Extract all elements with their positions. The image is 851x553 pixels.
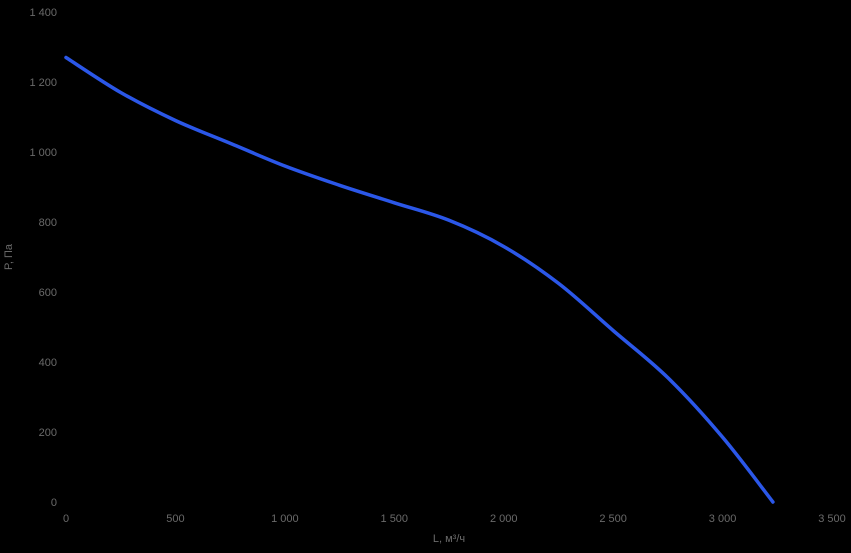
x-tick-label: 2 000 (490, 513, 518, 525)
y-tick-label: 600 (39, 287, 57, 299)
x-tick-label: 3 000 (709, 513, 737, 525)
y-tick-label: 1 200 (29, 77, 57, 89)
x-axis-title: L, м³/ч (433, 533, 465, 545)
y-tick-label: 400 (39, 357, 57, 369)
y-axis-title: P, Па (3, 243, 15, 270)
x-tick-label: 1 500 (381, 513, 409, 525)
y-tick-label: 800 (39, 217, 57, 229)
x-tick-label: 3 500 (818, 513, 846, 525)
x-tick-label: 1 000 (271, 513, 299, 525)
x-axis-tick-labels: 0 500 1 000 1 500 2 000 2 500 3 000 3 500 (63, 513, 846, 525)
x-tick-label: 2 500 (599, 513, 627, 525)
y-axis-tick-labels: 0 200 400 600 800 1 000 1 200 1 400 (29, 7, 57, 509)
y-tick-label: 1 400 (29, 7, 57, 19)
y-tick-label: 0 (51, 497, 57, 509)
pressure-curve-line (64, 55, 775, 504)
y-tick-label: 1 000 (29, 147, 57, 159)
y-tick-label: 200 (39, 427, 57, 439)
x-tick-label: 0 (63, 513, 69, 525)
x-tick-label: 500 (166, 513, 184, 525)
